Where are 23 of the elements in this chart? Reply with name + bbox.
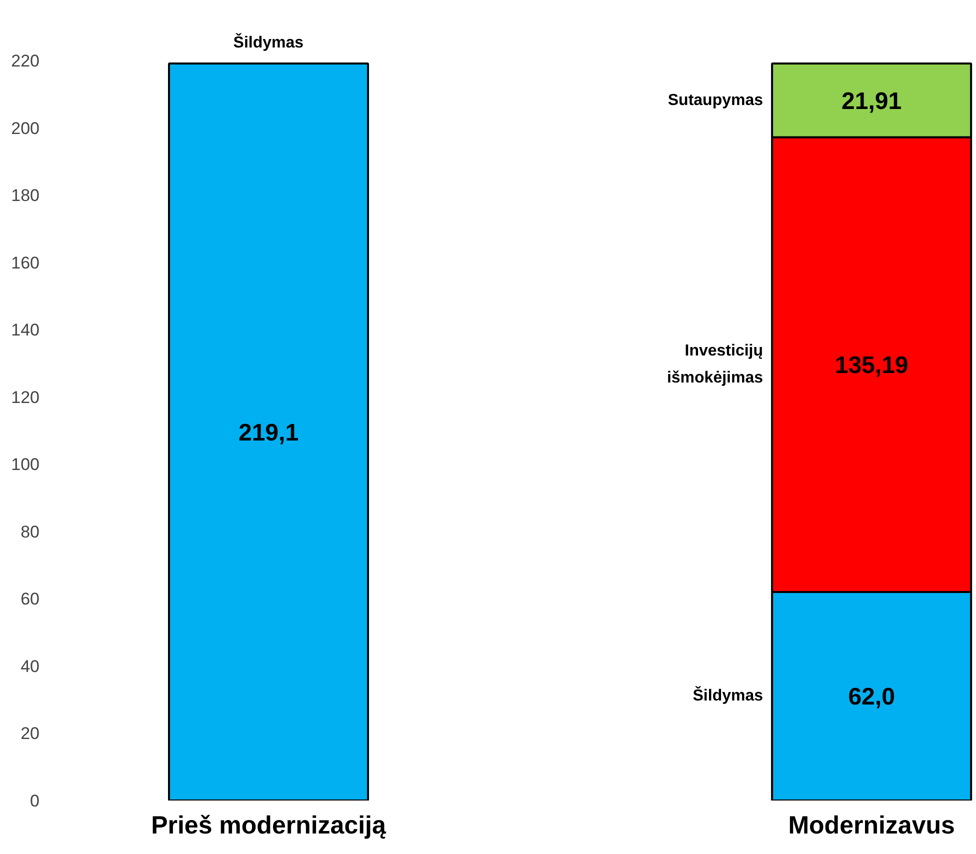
y-tick-label: 220 (11, 52, 40, 70)
series-label: Sutaupymas (668, 92, 764, 109)
y-tick-label: 80 (20, 522, 40, 542)
data-label: 219,1 (238, 420, 299, 447)
x-tick-label: Modernizavus (788, 812, 955, 840)
data-label: 62,0 (848, 684, 895, 711)
y-tick-label: 200 (11, 118, 40, 138)
series-label: Investicijų išmokėjimas (666, 342, 764, 387)
y-tick-label: 120 (11, 388, 40, 407)
data-label: 21,91 (842, 88, 902, 115)
y-tick-label: 40 (20, 656, 40, 676)
x-tick-label: Prieš modernizaciją (151, 812, 388, 840)
text: Šildymas (233, 32, 304, 52)
y-tick-label: 60 (20, 590, 40, 609)
y-tick-label: 140 (11, 320, 40, 340)
series-label: Šildymas (692, 686, 764, 705)
y-tick-label: 20 (20, 724, 40, 744)
y-tick-label: 160 (11, 253, 40, 272)
y-tick-label: 180 (11, 186, 40, 206)
y-tick-label: 100 (11, 455, 40, 474)
data-label: 135,19 (834, 352, 908, 380)
y-tick-label: 0 (30, 792, 40, 810)
bar (168, 62, 370, 800)
